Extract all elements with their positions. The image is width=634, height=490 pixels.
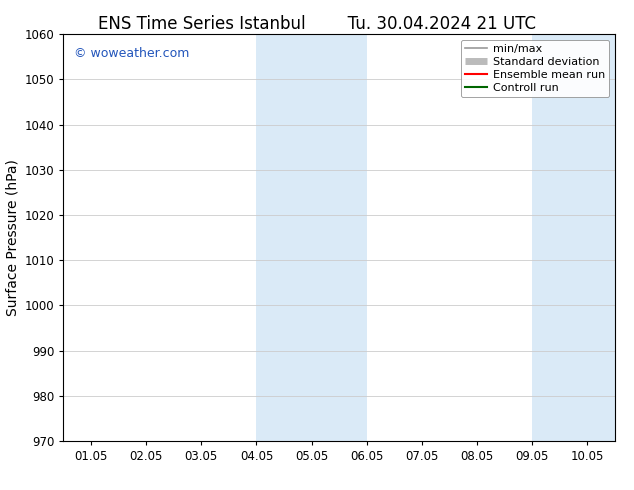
Text: © woweather.com: © woweather.com — [74, 47, 190, 59]
Legend: min/max, Standard deviation, Ensemble mean run, Controll run: min/max, Standard deviation, Ensemble me… — [460, 40, 609, 97]
Bar — [256, 34, 367, 441]
Bar — [533, 34, 615, 441]
Y-axis label: Surface Pressure (hPa): Surface Pressure (hPa) — [5, 159, 19, 316]
Text: ENS Time Series Istanbul        Tu. 30.04.2024 21 UTC: ENS Time Series Istanbul Tu. 30.04.2024 … — [98, 15, 536, 33]
